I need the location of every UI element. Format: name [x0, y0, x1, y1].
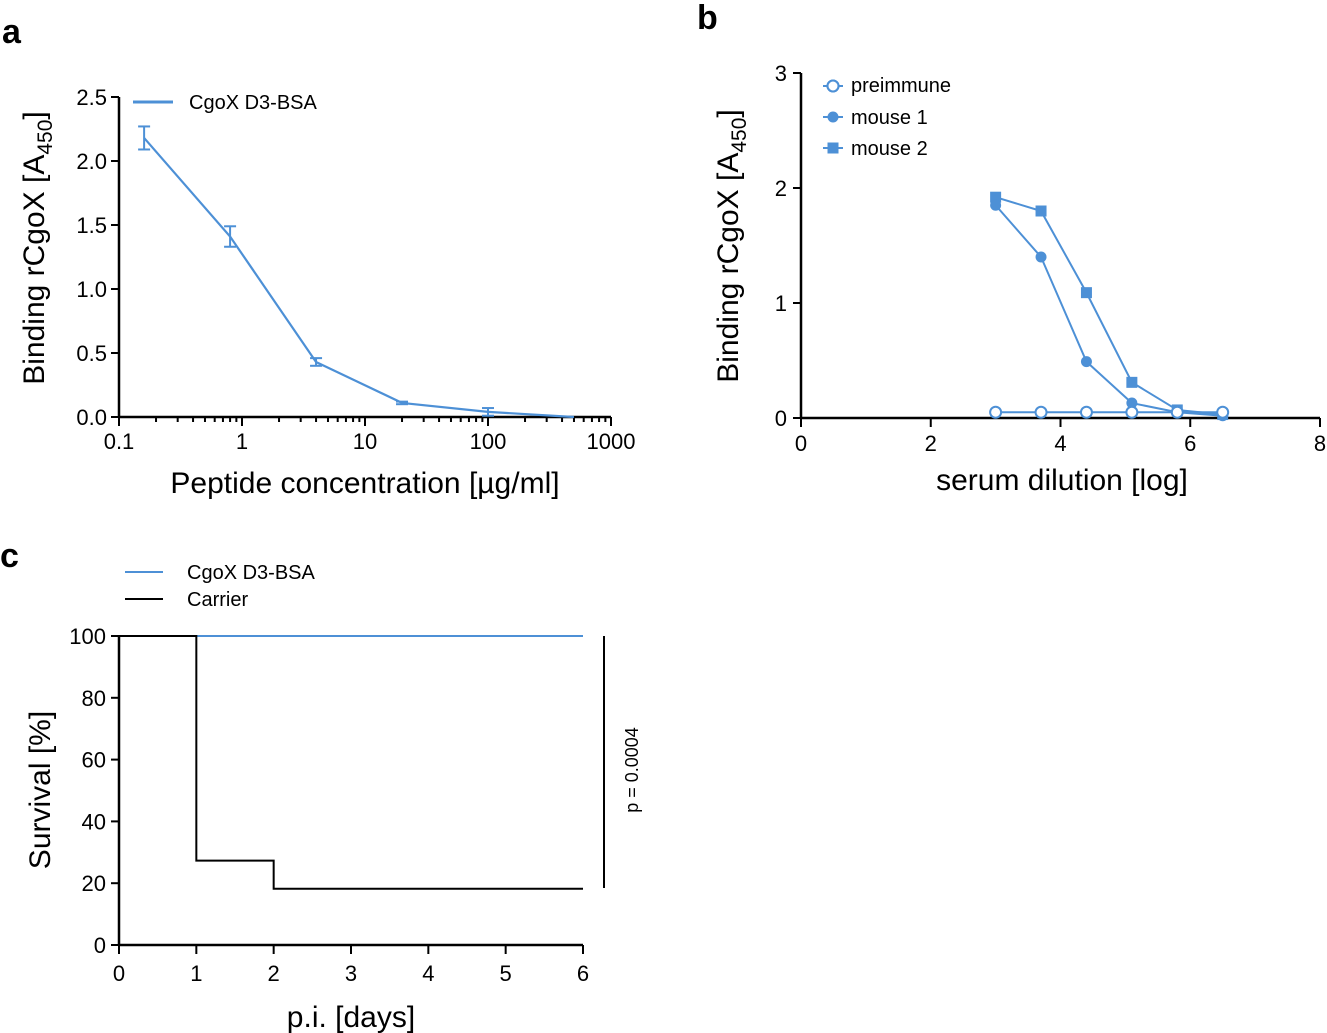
panel-a-x-tick-label: 0.1: [104, 429, 135, 454]
panel-a-y-tick-label: 0.5: [76, 341, 107, 366]
panel-a-legend-label: CgoX D3-BSA: [189, 92, 317, 114]
panel-label-b: b: [697, 0, 718, 37]
panel-b-point-mouse-1: [1035, 251, 1047, 263]
panel-a-y-tick-label: 2.5: [76, 85, 107, 110]
panel-b-point-preimmune: [1216, 405, 1230, 419]
panel-c-p-value: p = 0.0004: [622, 727, 642, 813]
panel-c-survival-Carrier: [119, 635, 583, 890]
panel-c-x-tick-label: 1: [190, 961, 202, 986]
panel-c-legend-label-carrier: Carrier: [187, 589, 248, 611]
panel-b-point-preimmune: [1034, 405, 1048, 419]
panel-b-legend-label-mouse1: mouse 1: [851, 107, 928, 129]
panel-b-point-preimmune: [989, 405, 1003, 419]
panel-c-x-tick-label: 2: [268, 961, 280, 986]
panel-c-x-tick-label: 0: [113, 961, 125, 986]
panel-c-legend: CgoX D3-BSA Carrier: [125, 562, 315, 611]
panel-c-y-tick-label: 20: [82, 871, 106, 896]
panel-a-y-title-sub: 450: [34, 120, 57, 155]
panel-b-point-mouse-2: [1080, 287, 1092, 299]
panel-a-x-axis-title: Peptide concentration [µg/ml]: [170, 467, 559, 500]
panel-b-legend-label-mouse2: mouse 2: [851, 138, 928, 160]
panel-b-x-tick-label: 4: [1054, 431, 1066, 456]
panel-b-point-preimmune: [1079, 405, 1093, 419]
panel-a-y-tick-label: 0.0: [76, 405, 107, 430]
panel-b-point-preimmune: [1125, 405, 1139, 419]
panel-b-point-mouse-1: [1080, 356, 1092, 368]
panel-b-x-tick-label: 6: [1184, 431, 1196, 456]
panel-b-legend-label-preimmune: preimmune: [851, 75, 951, 97]
panel-b-point-mouse-2: [1126, 376, 1138, 388]
panel-b-y-tick-label: 0: [775, 406, 787, 431]
panel-b-y-title-close: ]: [712, 109, 745, 117]
panel-b-x-axis-title: serum dilution [log]: [936, 464, 1188, 497]
panel-b-chart: 0 1 2 3 0 2 4 6 8 preimmune mouse 1 mouse 2 ser…: [712, 61, 1326, 497]
panel-a-x-tick-label: 1000: [587, 429, 636, 454]
panel-a-y-tick-label: 1.0: [76, 277, 107, 302]
panel-b-point-mouse-2: [1035, 205, 1047, 217]
panel-b-y-tick-label: 1: [775, 291, 787, 316]
panel-b-point-mouse-2: [990, 191, 1002, 203]
panel-b-point-preimmune: [1170, 405, 1184, 419]
panel-c-x-axis-title: p.i. [days]: [287, 1001, 415, 1033]
panel-a-y-axis-title: Binding rCgoX [A450]: [18, 111, 57, 385]
panel-c-y-axis-title: Survival [%]: [24, 711, 57, 869]
panel-label-c: c: [0, 537, 19, 575]
panel-b-point-mouse-1: [990, 199, 1002, 211]
panel-c-x-tick-label: 6: [577, 961, 589, 986]
panel-b-legend-marker-preimmune-top: [826, 79, 840, 93]
panel-b-x-tick-label: 8: [1314, 431, 1326, 456]
panel-a-chart: 0.0 0.5 1.0 1.5 2.0 2.5 0.1 1 10 100 1000 CgoX D3…: [18, 85, 635, 500]
panel-c-legend-label-cgox: CgoX D3-BSA: [187, 562, 315, 584]
panel-a-y-tick-label: 1.5: [76, 213, 107, 238]
panel-b-x-tick-label: 0: [795, 431, 807, 456]
panel-b-y-title-main: Binding rCgoX [A: [712, 153, 745, 383]
panel-a-x-tick-label: 10: [353, 429, 377, 454]
panel-b-y-tick-label: 2: [775, 176, 787, 201]
panel-a-y-tick-label: 2.0: [76, 149, 107, 174]
panel-c-y-tick-label: 0: [94, 933, 106, 958]
panel-a-y-title-close: ]: [18, 111, 51, 119]
panel-b-legend-marker-mouse1: [827, 111, 839, 123]
panel-c-chart: CgoX D3-BSA Carrier 0 20 40 60 80 100 0 1 2 3 4 5 6…: [24, 562, 642, 1033]
panel-a-x-tick-label: 100: [470, 429, 507, 454]
panel-b-legend-marker-mouse2: [827, 142, 839, 154]
panel-b-line-mouse-2: [995, 196, 1223, 416]
panel-b-y-axis-title: Binding rCgoX [A450]: [712, 109, 751, 383]
panel-label-a: a: [2, 13, 22, 51]
panel-b-line-mouse-1: [994, 204, 1223, 417]
panel-c-y-tick-label: 60: [82, 748, 106, 773]
panel-b-legend: preimmune mouse 1 mouse 2: [823, 75, 951, 160]
panel-c-x-tick-label: 4: [422, 961, 434, 986]
panel-c-y-tick-label: 40: [82, 809, 106, 834]
panel-b-y-tick-label: 3: [775, 61, 787, 86]
panel-a-x-tick-label: 1: [236, 429, 248, 454]
panel-b-x-tick-label: 2: [925, 431, 937, 456]
panel-c-x-tick-label: 3: [345, 961, 357, 986]
panel-a-y-title-main: Binding rCgoX [A: [18, 155, 51, 385]
panel-b-point-mouse-1: [1126, 397, 1138, 409]
panel-c-x-tick-label: 5: [500, 961, 512, 986]
panel-c-y-tick-label: 80: [82, 686, 106, 711]
panel-a-legend: CgoX D3-BSA: [133, 92, 317, 114]
panel-c-y-tick-label: 100: [69, 624, 106, 649]
panel-a-series-line: [143, 137, 575, 419]
panel-b-y-title-sub: 450: [728, 118, 751, 153]
